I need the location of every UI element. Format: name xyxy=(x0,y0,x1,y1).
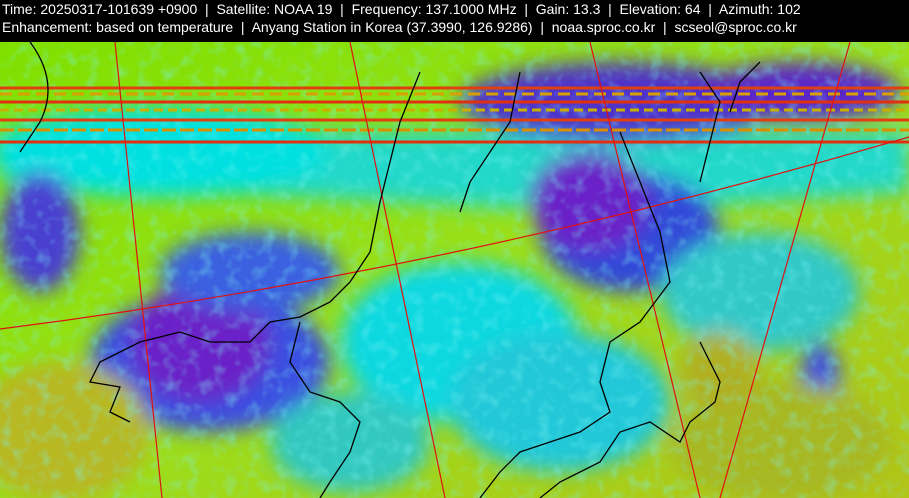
header-line: Enhancement: based on temperature | Anya… xyxy=(2,19,797,35)
graticule xyxy=(0,42,909,498)
header-line: Time: 20250317-101639 +0900 | Satellite:… xyxy=(2,1,801,17)
coastline xyxy=(19,42,761,498)
texture xyxy=(0,42,909,498)
satellite-image xyxy=(0,42,909,498)
header: Time: 20250317-101639 +0900 | Satellite:… xyxy=(0,0,909,42)
noise-stripes xyxy=(0,86,909,144)
